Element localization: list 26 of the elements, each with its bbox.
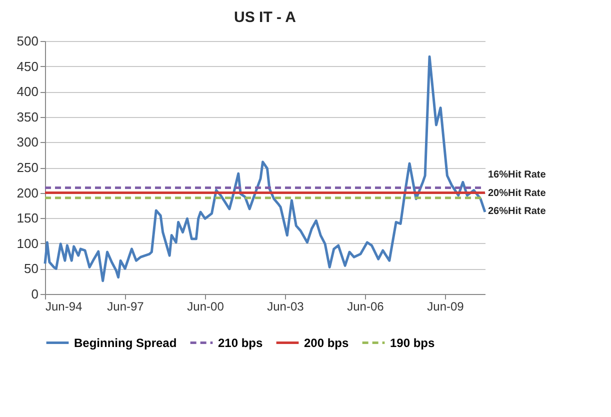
y-tick-label: 450 [16, 58, 38, 74]
x-tick-label: Jun-03 [267, 300, 304, 314]
x-tick-label: Jun-00 [187, 300, 224, 314]
annotation: 16%Hit Rate [488, 170, 546, 181]
x-tick-label: Jun-97 [107, 300, 144, 314]
legend-label: 210 bps [218, 336, 264, 350]
y-tick-label: 200 [16, 185, 38, 200]
y-tick-label: 100 [16, 236, 38, 251]
legend-label: 190 bps [390, 336, 436, 350]
annotation: 26%Hit Rate [488, 206, 546, 217]
x-tick-label: Jun-94 [46, 300, 83, 314]
y-tick-label: 300 [16, 134, 38, 150]
x-tick-label: Jun-09 [427, 300, 464, 314]
line-series [44, 55, 486, 282]
y-tick-label: 350 [16, 109, 38, 124]
legend-label: 200 bps [304, 336, 350, 350]
annotation: 20%Hit Rate [488, 188, 546, 199]
y-tick-label: 400 [16, 84, 38, 100]
y-tick-label: 50 [24, 261, 38, 276]
x-tick-label: Jun-06 [347, 300, 384, 314]
y-tick-label: 0 [31, 286, 38, 302]
y-tick-label: 250 [16, 160, 38, 175]
y-tick-label: 500 [16, 34, 38, 48]
y-tick-label: 150 [16, 210, 38, 226]
legend-label: Beginning Spread [74, 336, 177, 350]
chart-title: US IT - A [234, 9, 296, 26]
